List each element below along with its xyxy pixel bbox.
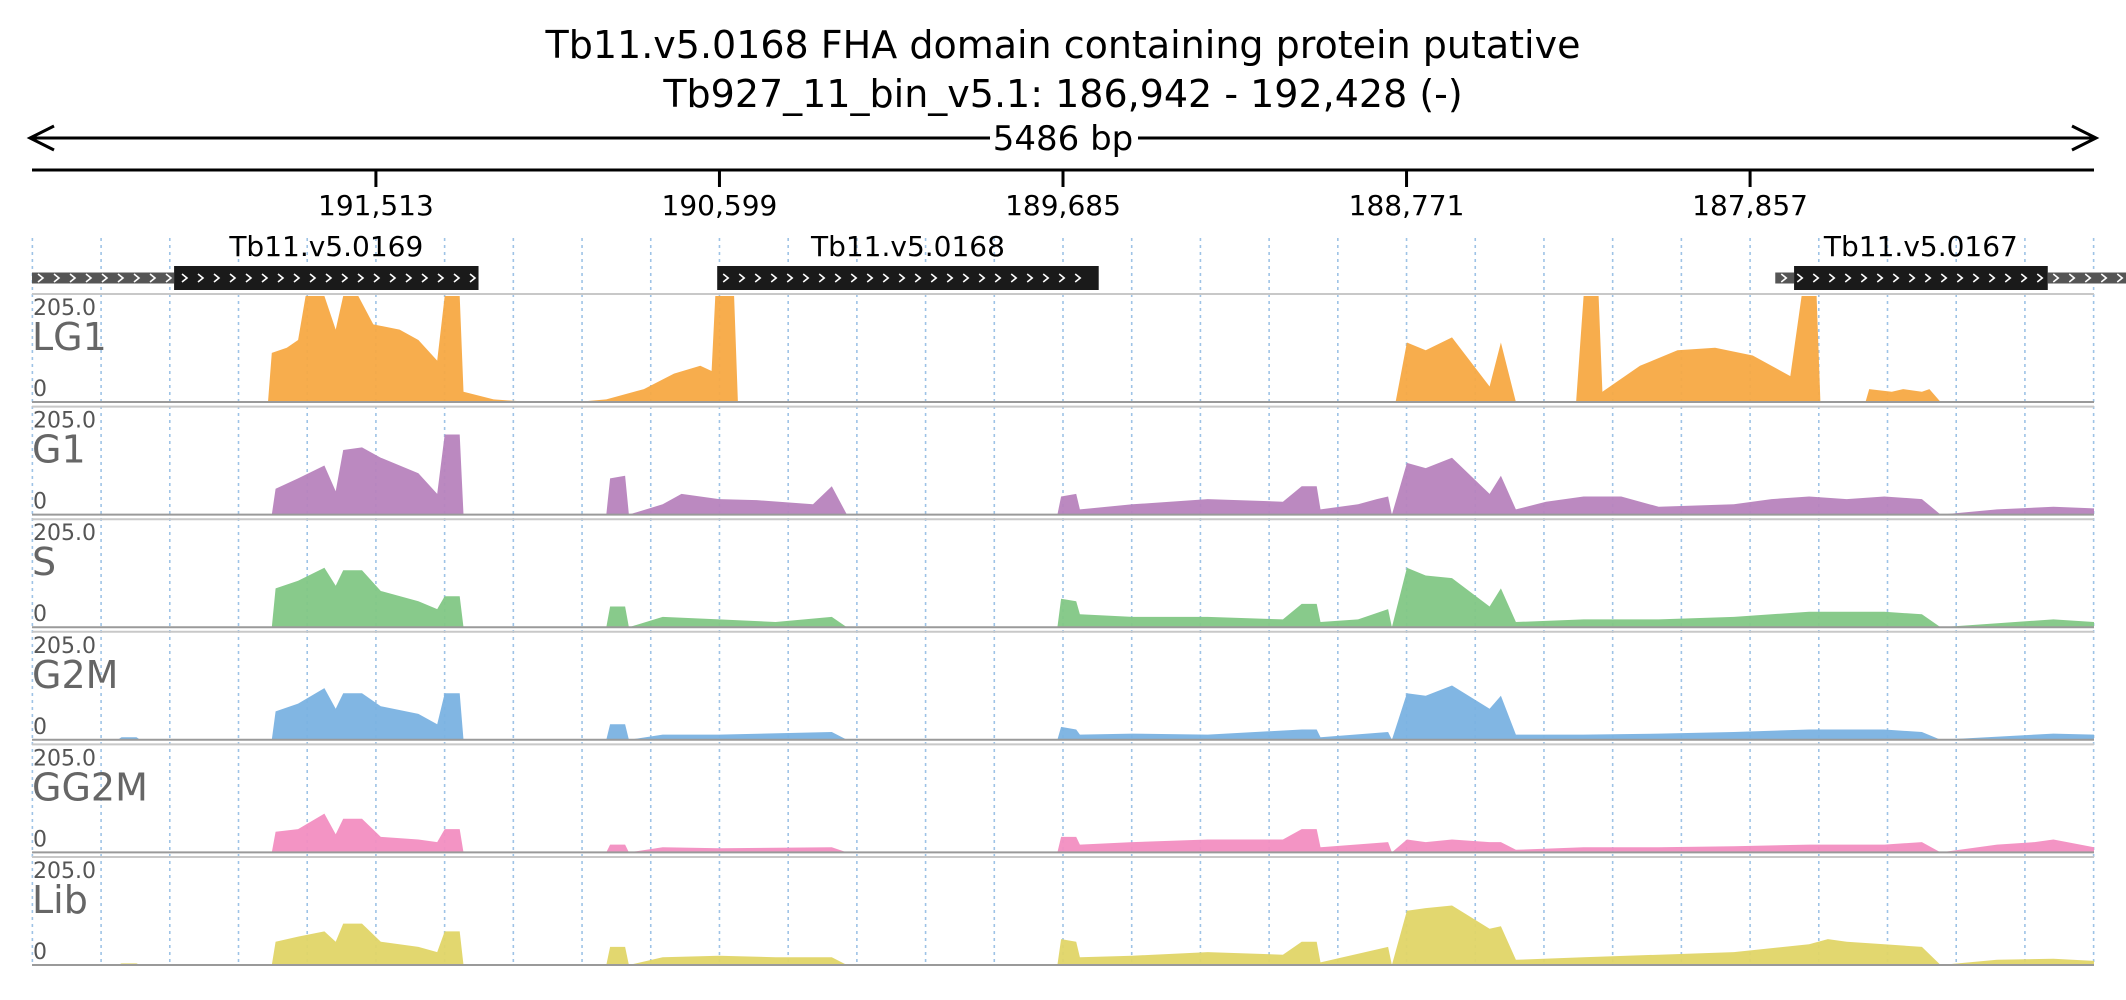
y-min-label: 0: [33, 940, 47, 965]
span-indicator: 5486 bp: [26, 119, 2100, 159]
chart-title: Tb11.v5.0168 FHA domain containing prote…: [545, 23, 1581, 67]
span-arrow-left: [26, 124, 55, 152]
gene-feature: Tb11.v5.0167: [1775, 230, 2126, 290]
coordinate-axis-ticks: 191,513 190,599 189,685 188,771 187,857: [318, 170, 1808, 222]
span-arrow-right: [2071, 124, 2100, 152]
y-min-label: 0: [33, 602, 47, 627]
track-name-label: G2M: [32, 653, 118, 697]
y-max-label: 205.0: [33, 296, 96, 321]
y-max-label: 205.0: [33, 521, 96, 546]
y-min-label: 0: [33, 827, 47, 852]
track-name-label: S: [32, 540, 56, 584]
y-max-label: 205.0: [33, 859, 96, 884]
y-min-label: 0: [33, 715, 47, 740]
y-min-label: 0: [33, 490, 47, 515]
coverage-track: 205.0 0 GG2M: [32, 743, 2094, 854]
gene-cds: [717, 266, 1099, 290]
gene-cds: [1794, 266, 2048, 290]
span-label: 5486 bp: [993, 119, 1134, 159]
coverage-area: [32, 296, 2094, 402]
gene-label: Tb11.v5.0167: [1823, 230, 2018, 263]
coverage-track: 205.0 0 G2M: [32, 630, 2094, 741]
gene-annotation-track: Tb11.v5.0169 Tb11.v5.0168 Tb11.v5.0167: [32, 230, 2126, 290]
coverage-track: 205.0 0 LG1: [32, 293, 2094, 403]
coverage-area: [32, 434, 2094, 515]
y-max-label: 205.0: [33, 634, 96, 659]
coverage-area: [32, 813, 2094, 853]
track-name-label: GG2M: [32, 765, 148, 809]
coverage-track: 205.0 0 Lib: [32, 856, 2094, 966]
track-name-label: Lib: [32, 878, 88, 922]
strand-chevrons: [1780, 273, 2124, 283]
axis-tick-label: 189,685: [1005, 189, 1121, 222]
coverage-track: 205.0 0 S: [32, 518, 2094, 629]
coverage-tracks: 205.00LG1205.00G1205.00S205.00G2M205.00G…: [32, 293, 2094, 966]
axis-tick-label: 187,857: [1692, 189, 1808, 222]
coverage-area: [32, 685, 2094, 740]
coverage-area: [32, 567, 2094, 628]
gene-label: Tb11.v5.0169: [228, 230, 423, 263]
gene-utr: [2047, 272, 2126, 284]
track-name-label: LG1: [32, 315, 107, 359]
strand-chevrons: [37, 273, 477, 283]
axis-tick-label: 188,771: [1349, 189, 1465, 222]
coverage-track: 205.0 0 G1: [32, 405, 2094, 516]
y-min-label: 0: [33, 377, 47, 402]
gene-utr: [32, 272, 175, 284]
gene-feature: Tb11.v5.0168: [717, 230, 1099, 290]
gene-label: Tb11.v5.0168: [810, 230, 1005, 263]
coverage-area: [32, 905, 2094, 965]
gene-feature: Tb11.v5.0169: [32, 230, 479, 290]
strand-chevrons: [722, 273, 1082, 283]
y-max-label: 205.0: [33, 746, 96, 771]
axis-tick-label: 191,513: [318, 189, 434, 222]
gene-utr: [1775, 272, 1795, 284]
axis-tick-label: 190,599: [662, 189, 778, 222]
track-name-label: G1: [32, 428, 86, 472]
chart-subtitle: Tb927_11_bin_v5.1: 186,942 - 192,428 (-): [662, 72, 1462, 116]
y-max-label: 205.0: [33, 409, 96, 434]
